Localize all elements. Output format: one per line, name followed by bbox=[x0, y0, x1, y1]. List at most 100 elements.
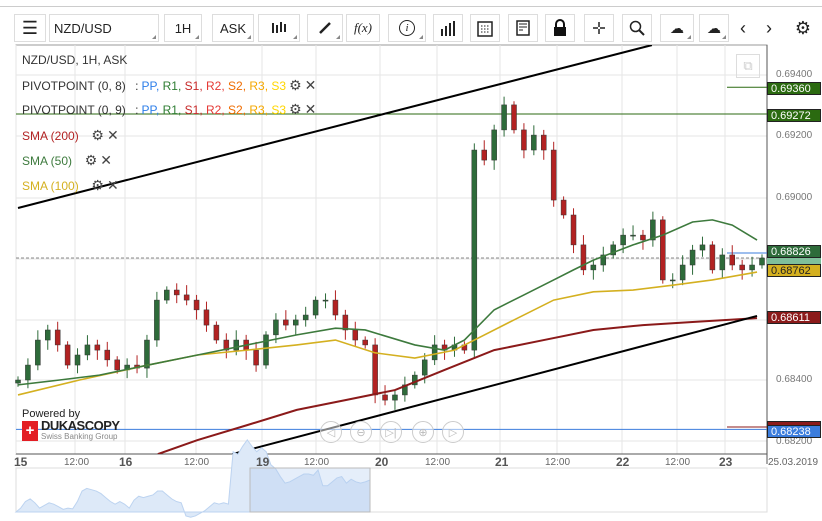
sma50-label: SMA (50) bbox=[22, 153, 73, 168]
report-button[interactable] bbox=[508, 14, 538, 42]
gear-icon: ⚙ bbox=[794, 17, 812, 38]
candle-up bbox=[392, 394, 398, 401]
candle-up bbox=[35, 339, 41, 366]
brand-subtitle: Swiss Banking Group bbox=[41, 432, 118, 441]
time-tick: 12:00 bbox=[64, 457, 90, 468]
fx-icon: f(x) bbox=[353, 20, 373, 35]
candle-down bbox=[739, 264, 745, 271]
date-label: 25.03.2019 bbox=[768, 457, 819, 468]
document-icon bbox=[516, 20, 530, 36]
candle-up bbox=[164, 289, 170, 301]
draw-button[interactable] bbox=[307, 14, 343, 42]
cloud-upload-icon: ☁ bbox=[670, 19, 684, 36]
cloud-download-icon: ☁ bbox=[707, 19, 721, 36]
gear-icon[interactable]: ⚙ bbox=[289, 77, 302, 93]
pivot-level-s1: S1, bbox=[181, 102, 203, 117]
lock-button[interactable] bbox=[545, 14, 575, 42]
close-icon[interactable]: ✕ bbox=[106, 127, 119, 143]
candle-up bbox=[630, 234, 636, 237]
candle-up bbox=[322, 299, 329, 302]
trend-line bbox=[232, 314, 758, 454]
triangle-left-icon: ◁ bbox=[326, 426, 336, 439]
price-tick: 0.68400 bbox=[776, 374, 813, 385]
candle-down bbox=[729, 254, 735, 266]
candle-up bbox=[263, 334, 269, 366]
gear-icon[interactable]: ⚙ bbox=[91, 177, 104, 193]
zoom-in-icon: ⊕ bbox=[418, 426, 428, 439]
hamburger-icon: ☰ bbox=[21, 17, 39, 38]
info-button[interactable]: i bbox=[388, 14, 426, 42]
sma50-legend: SMA (50) ⚙ ✕ bbox=[22, 152, 112, 169]
crosshair-button[interactable] bbox=[584, 14, 614, 42]
sma200-label: SMA (200) bbox=[22, 128, 79, 143]
time-tick: 21 bbox=[495, 455, 509, 469]
info-icon: i bbox=[399, 20, 415, 36]
gear-icon[interactable]: ⚙ bbox=[289, 101, 302, 117]
candle-down bbox=[213, 324, 220, 341]
candle-up bbox=[719, 254, 726, 271]
pivot-tag: 0.69272 bbox=[767, 109, 821, 122]
time-tick: 16 bbox=[119, 455, 133, 469]
candle-up bbox=[45, 329, 51, 341]
candle-up bbox=[302, 314, 309, 321]
zoom-button[interactable] bbox=[622, 14, 652, 42]
indicators-button[interactable]: f(x) bbox=[346, 14, 380, 42]
candle-up bbox=[312, 299, 319, 316]
calendar-button[interactable] bbox=[470, 14, 500, 42]
candle-down bbox=[253, 349, 259, 366]
pivot-levels: PP, R1, S1, R2, S2, R3, S3 bbox=[142, 79, 287, 93]
sma200-line bbox=[157, 317, 758, 454]
candle-up bbox=[610, 244, 616, 256]
next-button[interactable]: › bbox=[757, 14, 781, 42]
candle-up bbox=[144, 339, 150, 369]
gear-icon[interactable]: ⚙ bbox=[91, 127, 104, 143]
pivot-level-r2: R2, bbox=[202, 78, 225, 93]
menu-button[interactable]: ☰ bbox=[14, 14, 46, 42]
candle-up bbox=[421, 359, 428, 376]
candle-down bbox=[560, 199, 567, 216]
candle-up bbox=[759, 257, 765, 266]
navigator-series bbox=[14, 438, 371, 518]
prev-button[interactable]: ‹ bbox=[731, 14, 755, 42]
go-latest-button[interactable]: ▷| bbox=[380, 421, 402, 443]
settings-button[interactable]: ⚙ bbox=[790, 14, 816, 42]
upload-button[interactable]: ☁ bbox=[660, 14, 694, 42]
price-tick: 0.69000 bbox=[776, 192, 813, 203]
time-tick: 22 bbox=[616, 455, 630, 469]
scroll-left-button[interactable]: ◁ bbox=[320, 421, 342, 443]
chart-title-text: NZD/USD, 1H, ASK bbox=[22, 53, 128, 67]
candle-down bbox=[54, 329, 61, 346]
close-icon[interactable]: ✕ bbox=[304, 77, 317, 93]
candle-down bbox=[352, 329, 359, 341]
navigator-window bbox=[249, 467, 371, 513]
close-icon[interactable]: ✕ bbox=[106, 177, 119, 193]
gear-icon[interactable]: ⚙ bbox=[84, 152, 98, 168]
candle-down bbox=[94, 344, 101, 351]
download-button[interactable]: ☁ bbox=[699, 14, 729, 42]
candle-down bbox=[362, 339, 368, 346]
chart-title: NZD/USD, 1H, ASK bbox=[22, 53, 127, 67]
candle-down bbox=[541, 134, 547, 151]
candle-up bbox=[600, 254, 607, 266]
timeframe-select[interactable]: 1H bbox=[164, 14, 202, 42]
close-icon[interactable]: ✕ bbox=[100, 152, 112, 168]
side-select[interactable]: ASK bbox=[212, 14, 254, 42]
popout-button[interactable]: ⧉ bbox=[736, 54, 760, 78]
current-pivot-tag: 0.68238 bbox=[767, 425, 821, 438]
candle-up bbox=[431, 344, 438, 361]
candle-down bbox=[521, 129, 527, 151]
volume-button[interactable] bbox=[433, 14, 463, 42]
candle-down bbox=[332, 299, 339, 316]
calendar-icon bbox=[477, 20, 493, 37]
zoom-in-button[interactable]: ⊕ bbox=[412, 421, 434, 443]
scroll-right-button[interactable]: ▷ bbox=[442, 421, 464, 443]
candle-down bbox=[173, 289, 180, 296]
candle-up bbox=[293, 319, 299, 326]
symbol-select[interactable]: NZD/USD bbox=[49, 14, 159, 42]
zoom-out-button[interactable]: ⊖ bbox=[350, 421, 372, 443]
pivot-level-r1: R1, bbox=[159, 102, 182, 117]
candle-up bbox=[154, 299, 160, 341]
chart-type-button[interactable] bbox=[258, 14, 300, 42]
close-icon[interactable]: ✕ bbox=[304, 101, 317, 117]
